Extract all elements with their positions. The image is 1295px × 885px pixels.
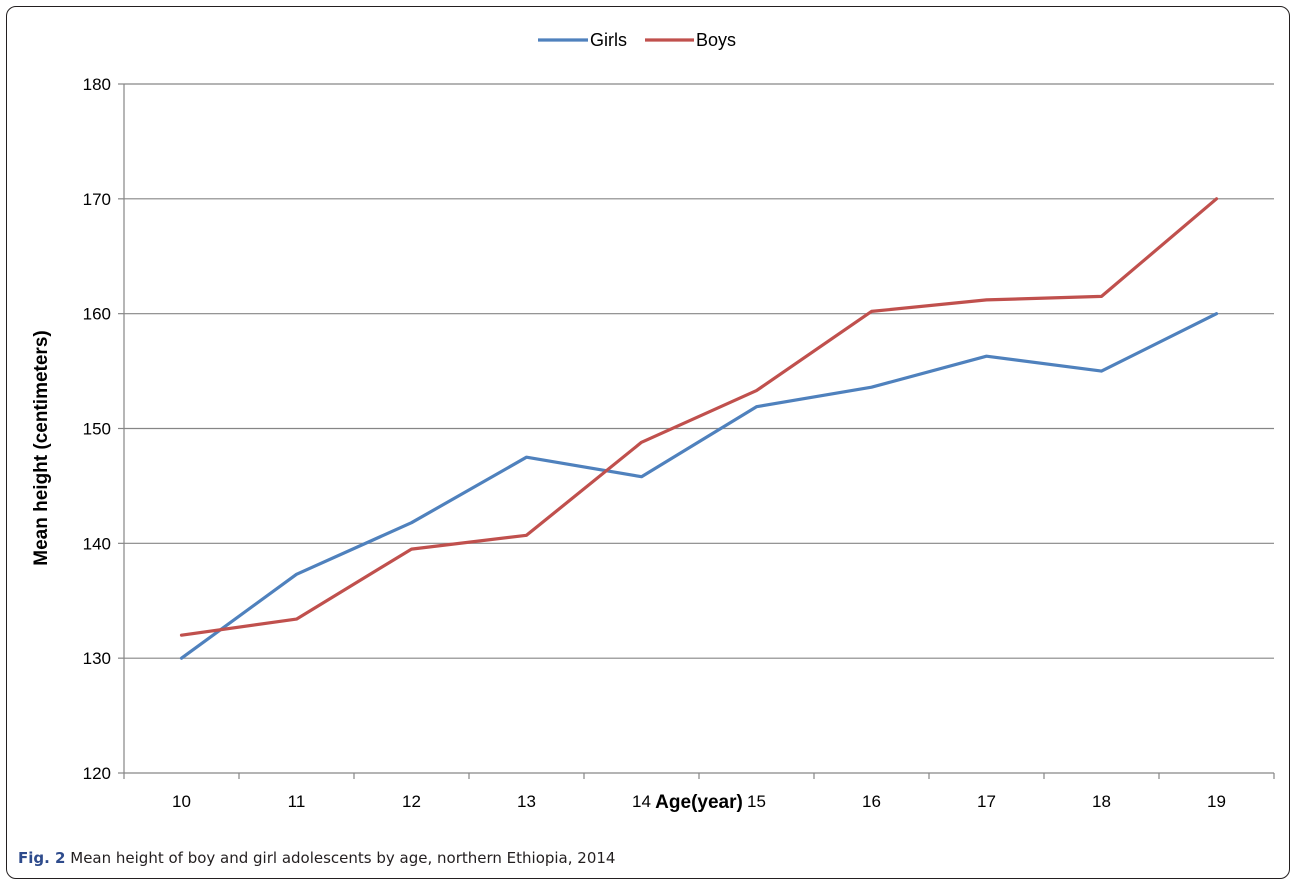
x-tick-label: 16 [862, 792, 881, 811]
x-tick-label: 17 [977, 792, 996, 811]
y-tick-label: 120 [83, 764, 111, 783]
x-tick-label: 15 [747, 792, 766, 811]
figure-caption-text: Mean height of boy and girl adolescents … [65, 849, 616, 867]
x-tick-label: 14 [632, 792, 651, 811]
figure-frame [6, 6, 1290, 879]
legend: Girls Boys [538, 30, 736, 50]
x-tick-label: 10 [172, 792, 191, 811]
x-axis-title: Age(year) [655, 792, 743, 813]
x-axis-ticks: 10 11 12 13 14 15 16 17 18 19 [123, 773, 1275, 811]
x-tick-label: 11 [288, 792, 306, 811]
series-line-boys [179, 197, 1219, 637]
legend-label-boys: Boys [696, 30, 736, 50]
y-tick-label: 170 [83, 190, 111, 209]
y-tick-label: 160 [83, 305, 111, 324]
legend-label-girls: Girls [590, 30, 627, 50]
y-tick-label: 150 [83, 420, 111, 439]
grid-lines [124, 83, 1274, 659]
y-tick-label: 180 [83, 75, 111, 94]
y-tick-label: 140 [83, 534, 111, 553]
figure-label: Fig. 2 [18, 849, 66, 867]
x-tick-label: 13 [517, 792, 536, 811]
series-lines [179, 197, 1219, 660]
x-tick-label: 18 [1092, 792, 1111, 811]
y-axis-title: Mean height (centimeters) [31, 330, 52, 565]
y-axis-ticks: 120 130 140 150 160 170 180 [83, 75, 124, 783]
x-tick-label: 12 [402, 792, 421, 811]
figure-caption: Fig. 2 Mean height of boy and girl adole… [18, 849, 615, 867]
series-line-girls [179, 312, 1219, 660]
y-tick-label: 130 [83, 649, 111, 668]
x-tick-label: 19 [1207, 792, 1226, 811]
